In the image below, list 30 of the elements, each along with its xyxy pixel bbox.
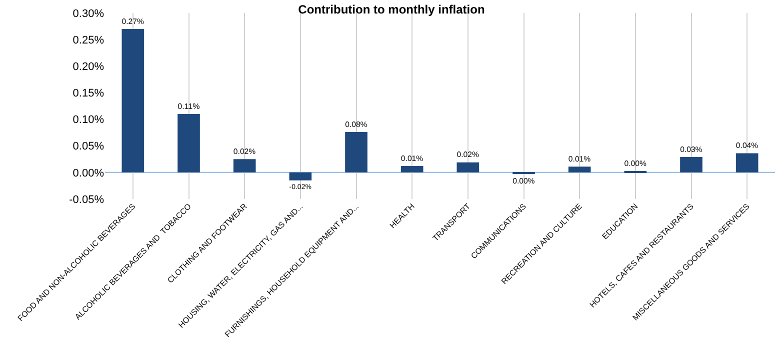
y-tick-label: 0.30% [72, 8, 104, 20]
y-tick-label: 0.20% [72, 60, 104, 73]
y-tick-label: 0.05% [72, 140, 104, 153]
data-label: 0.00% [512, 176, 535, 186]
data-label: 0.01% [400, 154, 424, 163]
data-label: 0.04% [736, 141, 758, 150]
bar [456, 162, 480, 172]
bar [289, 172, 312, 180]
y-tick-label: -0.05% [69, 194, 104, 206]
data-label: 0.08% [345, 120, 368, 129]
bar [680, 157, 702, 172]
data-label: 0.01% [568, 154, 591, 164]
data-label: 0.02% [233, 147, 256, 156]
bar [122, 28, 144, 172]
data-label: 0.02% [456, 150, 479, 160]
bar [736, 153, 758, 172]
bar [400, 166, 424, 172]
bar [233, 159, 256, 172]
bar [568, 166, 591, 172]
bar [345, 132, 368, 172]
y-tick-label: 0.00% [72, 167, 104, 180]
y-tick-label: 0.10% [72, 114, 104, 126]
data-label: 0.00% [624, 158, 646, 168]
y-tick-label: 0.25% [72, 34, 104, 46]
data-label: 0.11% [178, 102, 200, 111]
data-label: 0.27% [122, 16, 144, 26]
chart-title: Contribution to monthly inflation [298, 2, 485, 17]
y-tick-label: 0.15% [72, 88, 104, 100]
data-label: 0.03% [680, 144, 702, 154]
bar [178, 114, 200, 172]
